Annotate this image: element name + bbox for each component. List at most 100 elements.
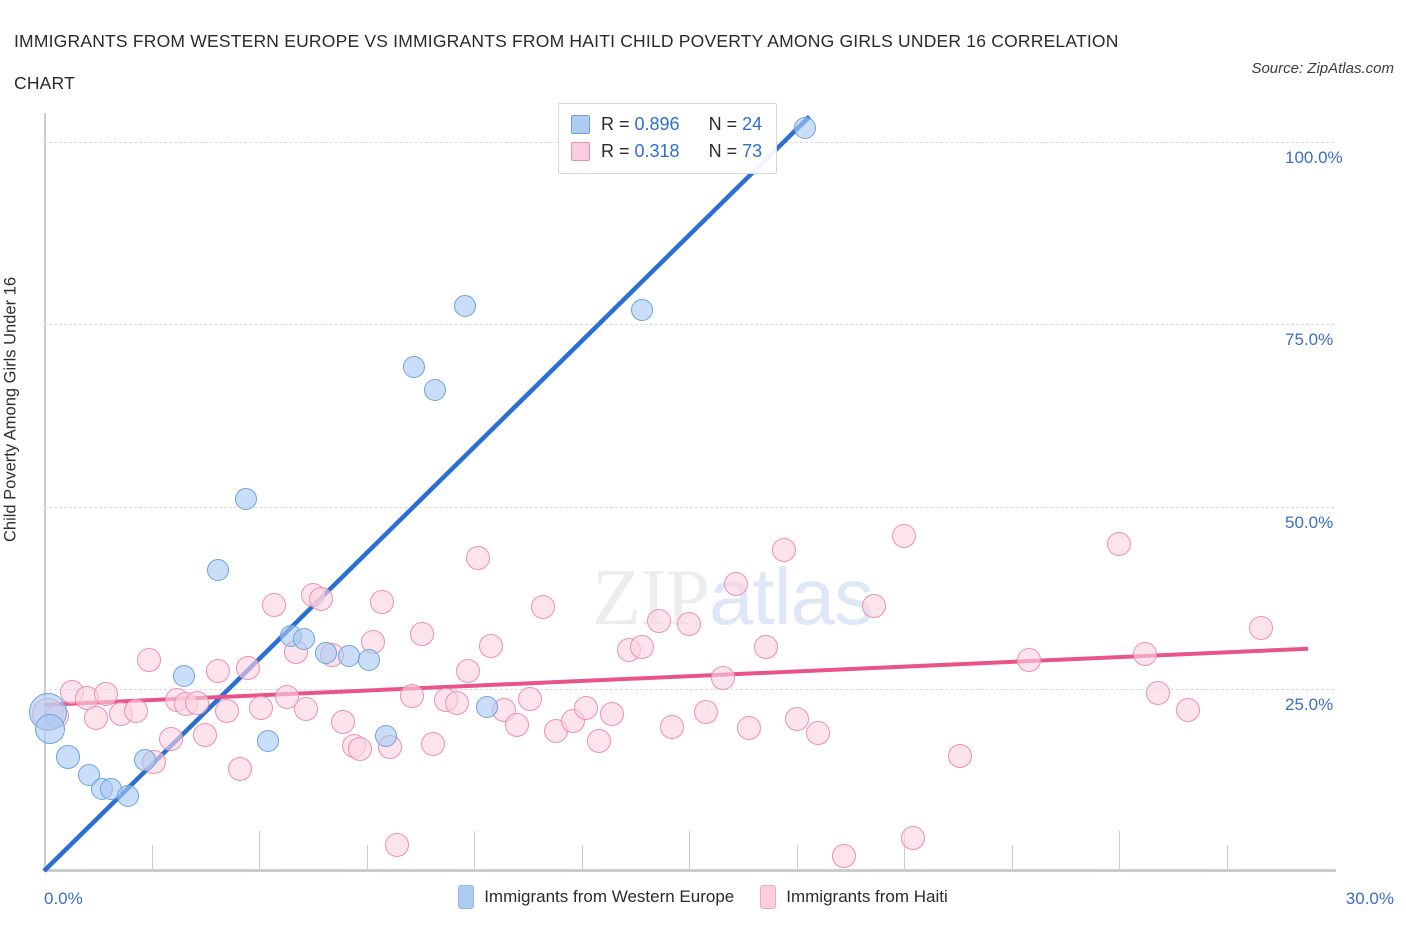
plot-area: ZIPatlas	[29, 113, 1334, 873]
scatter-point[interactable]	[137, 647, 162, 672]
r-value-blue: 0.896	[634, 114, 680, 134]
scatter-point[interactable]	[947, 743, 972, 768]
scatter-point[interactable]	[227, 756, 252, 781]
x-axis-tick	[259, 831, 260, 871]
legend-item-western-europe[interactable]: Immigrants from Western Europe	[458, 885, 734, 909]
scatter-point[interactable]	[235, 488, 258, 511]
scatter-point[interactable]	[599, 701, 624, 726]
scatter-point[interactable]	[256, 730, 279, 753]
scatter-point[interactable]	[309, 587, 334, 612]
r-value-pink: 0.318	[634, 141, 680, 161]
scatter-point[interactable]	[754, 635, 779, 660]
scatter-point[interactable]	[444, 690, 469, 715]
scatter-point[interactable]	[184, 690, 209, 715]
scatter-point[interactable]	[724, 571, 749, 596]
scatter-point[interactable]	[1145, 681, 1170, 706]
scatter-point[interactable]	[348, 736, 373, 761]
scatter-point[interactable]	[193, 722, 218, 747]
n-value-pink: 73	[742, 141, 763, 161]
scatter-point[interactable]	[124, 698, 149, 723]
scatter-point[interactable]	[771, 538, 796, 563]
scatter-point[interactable]	[410, 622, 435, 647]
scatter-point[interactable]	[424, 378, 447, 401]
scatter-point[interactable]	[94, 681, 119, 706]
scatter-point[interactable]	[1132, 641, 1157, 666]
scatter-point[interactable]	[479, 633, 504, 658]
trend-line	[43, 646, 1309, 707]
scatter-point[interactable]	[83, 705, 108, 730]
scatter-point[interactable]	[505, 712, 529, 737]
scatter-point[interactable]	[206, 658, 231, 683]
scatter-point[interactable]	[293, 628, 316, 651]
scatter-point[interactable]	[399, 684, 424, 709]
scatter-point[interactable]	[134, 749, 157, 772]
source-attribution: Source: ZipAtlas.com	[1251, 60, 1394, 77]
gridline	[44, 688, 1334, 690]
x-axis-line	[44, 869, 1336, 872]
scatter-point[interactable]	[677, 611, 701, 636]
scatter-point[interactable]	[630, 298, 653, 321]
y-axis-tick-label: 75.0%	[1285, 330, 1334, 350]
scatter-point[interactable]	[831, 844, 856, 869]
x-axis-tick	[904, 831, 905, 871]
scatter-point[interactable]	[711, 665, 736, 690]
scatter-point[interactable]	[659, 714, 684, 739]
scatter-point[interactable]	[1248, 616, 1273, 641]
scatter-point[interactable]	[892, 523, 916, 548]
scatter-point[interactable]	[1175, 697, 1200, 722]
y-axis-title: Child Poverty Among Girls Under 16	[1, 276, 20, 543]
y-axis-tick-label: 25.0%	[1285, 694, 1334, 714]
scatter-point[interactable]	[421, 732, 446, 757]
scatter-point[interactable]	[737, 716, 762, 741]
scatter-point[interactable]	[357, 648, 380, 671]
scatter-point[interactable]	[402, 355, 425, 378]
correlation-row-pink: R = 0.318 N = 73	[571, 138, 762, 165]
scatter-point[interactable]	[900, 826, 925, 851]
legend-item-haiti[interactable]: Immigrants from Haiti	[760, 885, 948, 909]
scatter-point[interactable]	[314, 642, 337, 665]
scatter-point[interactable]	[1107, 532, 1131, 557]
scatter-point[interactable]	[384, 833, 409, 858]
scatter-point[interactable]	[517, 686, 542, 711]
scatter-point[interactable]	[475, 696, 498, 718]
scatter-point[interactable]	[455, 658, 480, 683]
scatter-point[interactable]	[330, 709, 355, 734]
scatter-point[interactable]	[1016, 647, 1041, 672]
scatter-point[interactable]	[560, 708, 585, 733]
scatter-point[interactable]	[646, 609, 671, 633]
scatter-point[interactable]	[629, 634, 654, 659]
scatter-point[interactable]	[249, 695, 274, 720]
x-axis-tick	[474, 831, 475, 871]
scatter-point[interactable]	[236, 656, 261, 681]
zipatlas-watermark: ZIPatlas	[592, 551, 874, 644]
n-label-blue: N =	[708, 114, 738, 134]
scatter-point[interactable]	[374, 725, 397, 748]
scatter-point[interactable]	[172, 664, 195, 687]
scatter-point[interactable]	[35, 713, 66, 744]
scatter-point[interactable]	[530, 595, 555, 620]
scatter-point[interactable]	[466, 545, 491, 570]
scatter-point[interactable]	[694, 700, 719, 725]
x-axis-tick	[151, 845, 153, 871]
scatter-point[interactable]	[369, 590, 394, 615]
scatter-point[interactable]	[55, 744, 80, 769]
x-axis-tick	[689, 831, 690, 871]
scatter-point[interactable]	[784, 707, 809, 732]
scatter-point[interactable]	[573, 695, 598, 720]
scatter-point[interactable]	[586, 729, 611, 754]
scatter-point[interactable]	[207, 558, 230, 581]
scatter-point[interactable]	[454, 295, 477, 318]
x-axis-max-label: 30.0%	[1345, 889, 1394, 908]
scatter-point[interactable]	[116, 784, 139, 807]
scatter-point[interactable]	[806, 721, 830, 746]
scatter-point[interactable]	[794, 116, 817, 139]
scatter-point[interactable]	[861, 593, 886, 618]
scatter-point[interactable]	[214, 698, 239, 723]
r-label-blue: R =	[601, 114, 630, 134]
legend-swatch-western-europe	[571, 115, 590, 134]
y-axis-tick-label: 50.0%	[1285, 512, 1334, 532]
scatter-point[interactable]	[294, 697, 319, 722]
scatter-point[interactable]	[158, 727, 183, 752]
scatter-point[interactable]	[262, 592, 287, 617]
